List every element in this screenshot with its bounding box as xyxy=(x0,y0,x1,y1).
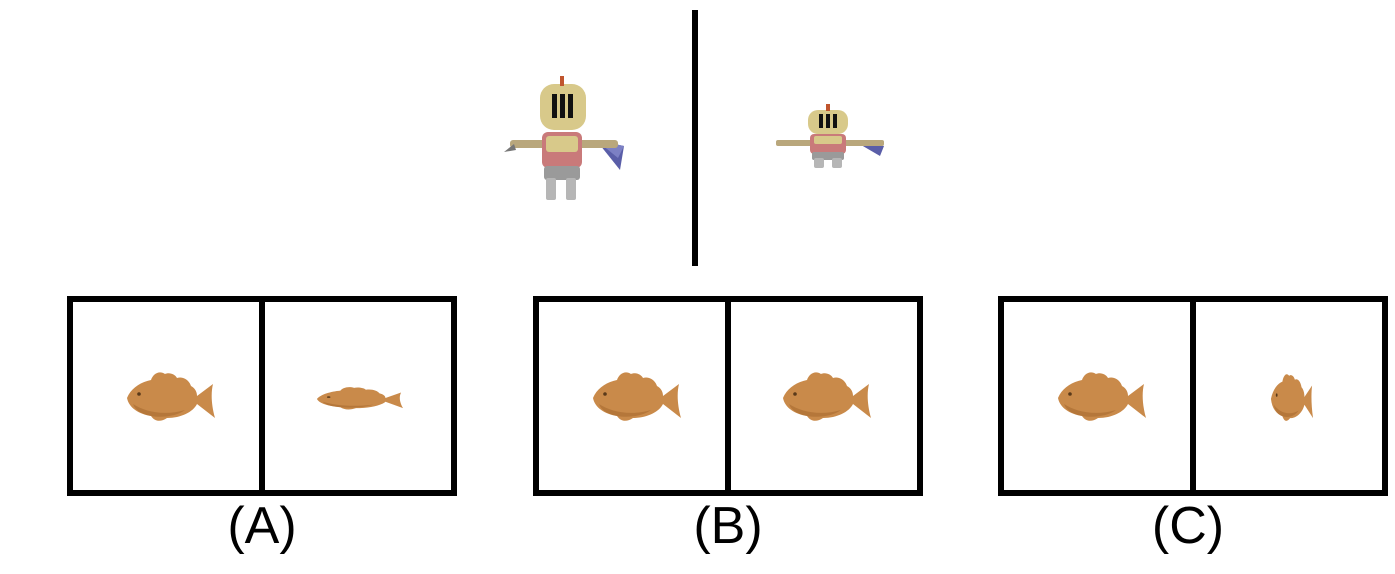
knight-icon xyxy=(504,76,624,200)
option-b-panel[interactable] xyxy=(533,296,923,496)
panel-divider xyxy=(725,302,731,490)
knight-icon xyxy=(776,104,884,168)
fish-icon xyxy=(1056,370,1148,422)
option-c-label: (C) xyxy=(1151,497,1225,555)
fish-icon xyxy=(1270,372,1314,422)
reference-divider xyxy=(692,10,698,266)
option-a-panel[interactable] xyxy=(67,296,457,496)
fish-icon xyxy=(315,386,405,410)
knight-reference-left xyxy=(500,74,628,204)
fish-icon xyxy=(125,370,217,422)
panel-divider xyxy=(1190,302,1196,490)
fish-icon xyxy=(781,370,873,422)
option-b-label: (B) xyxy=(693,497,763,555)
option-c-panel[interactable] xyxy=(998,296,1388,496)
fish-icon xyxy=(591,370,683,422)
knight-reference-right xyxy=(770,104,888,170)
panel-divider xyxy=(259,302,265,490)
option-a-label: (A) xyxy=(227,497,297,555)
